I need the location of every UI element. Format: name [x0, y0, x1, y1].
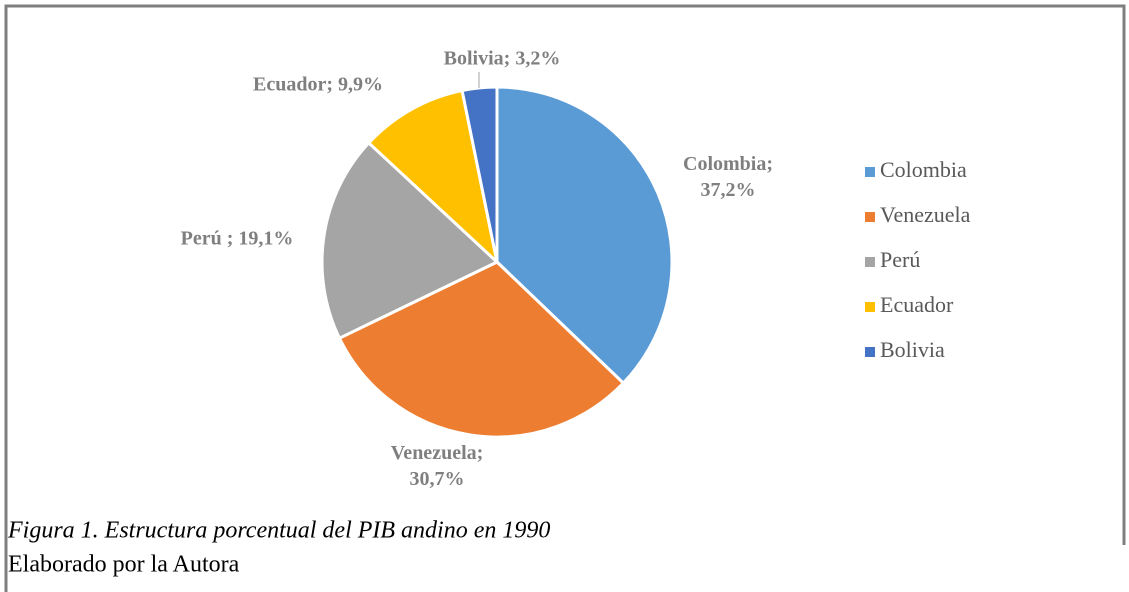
- pie-slice: [337, 260, 626, 439]
- data-label: Ecuador; 9,9%: [253, 74, 383, 96]
- data-label: Colombia; 37,2%: [683, 153, 773, 201]
- data-label: Venezuela; 30,7%: [391, 442, 484, 490]
- legend-label: Ecuador: [880, 292, 954, 317]
- legend-swatch: [865, 212, 875, 222]
- pie-slice: [366, 88, 500, 267]
- legend-swatch: [865, 347, 875, 357]
- legend-label: Bolivia: [880, 337, 945, 362]
- legend-label: Venezuela: [880, 202, 971, 227]
- legend-swatch: [865, 167, 875, 177]
- data-label: Bolivia; 3,2%: [444, 48, 561, 70]
- legend-label: Perú: [880, 247, 920, 272]
- data-label: Perú ; 19,1%: [181, 228, 294, 250]
- pie-slice: [320, 140, 500, 341]
- pie-slice: [495, 85, 674, 386]
- legend-swatch: [865, 257, 875, 267]
- frame: [4, 4, 1126, 592]
- legend-label: Colombia: [880, 157, 967, 182]
- legend-swatch: [865, 302, 875, 312]
- caption-title: Figura 1. Estructura porcentual del PIB …: [7, 518, 550, 544]
- caption-note: Elaborado por la Autora: [8, 552, 240, 578]
